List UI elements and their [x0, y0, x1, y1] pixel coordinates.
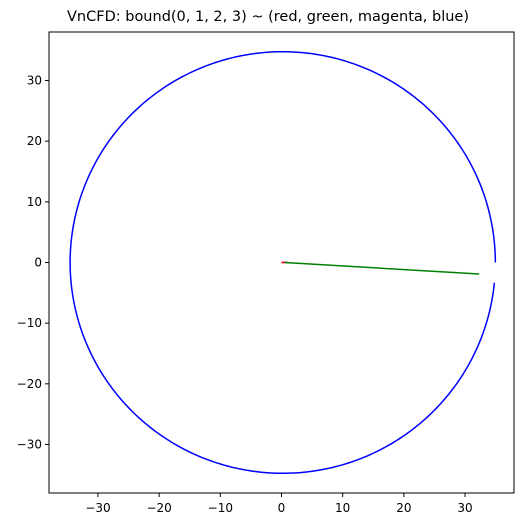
y-tick-label: 20	[27, 134, 42, 148]
y-tick-label: 10	[27, 195, 42, 209]
y-tick-label: −20	[17, 377, 42, 391]
y-axis: −30 −20 −10 0 10 20 30	[17, 74, 49, 451]
x-tick-label: 20	[396, 501, 411, 515]
y-tick-label: −30	[17, 437, 42, 451]
y-tick-label: −10	[17, 316, 42, 330]
x-tick-label: 0	[278, 501, 286, 515]
y-tick-label: 30	[27, 74, 42, 88]
x-tick-label: 30	[457, 501, 472, 515]
x-tick-label: −10	[208, 501, 233, 515]
y-tick-label: 0	[34, 256, 42, 270]
series-line-1	[284, 261, 480, 275]
x-tick-label: −30	[85, 501, 110, 515]
x-axis: −30 −20 −10 0 10 20 30	[85, 493, 473, 515]
x-tick-label: 10	[335, 501, 350, 515]
x-tick-label: −20	[146, 501, 171, 515]
plot-area	[69, 50, 497, 475]
series-line-3	[69, 50, 497, 475]
chart-title: VnCFD: bound(0, 1, 2, 3) ~ (red, green, …	[67, 9, 469, 25]
